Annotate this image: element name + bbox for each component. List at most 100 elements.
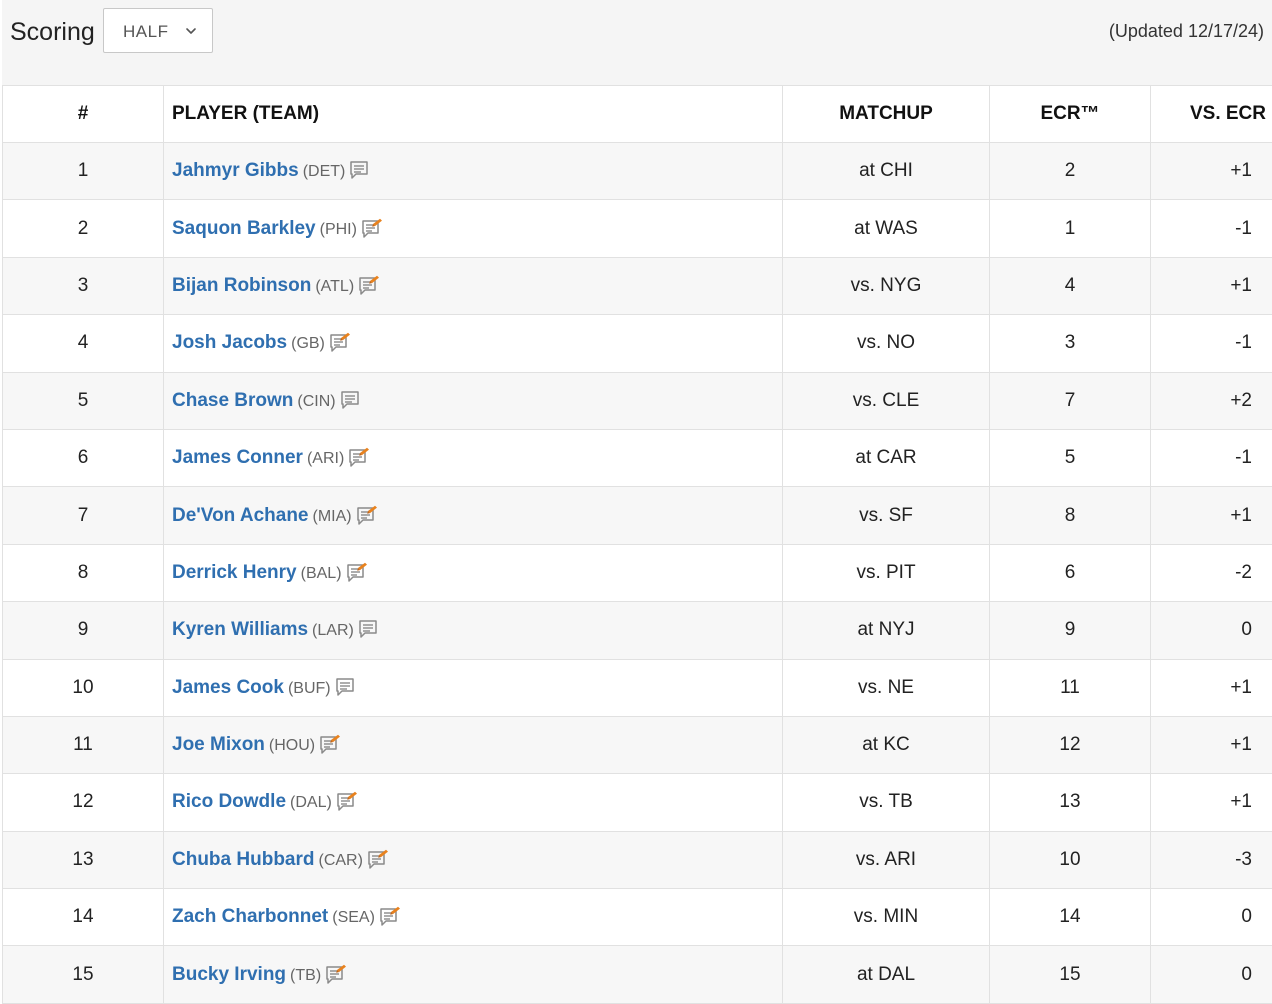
ecr-cell: 12: [990, 716, 1151, 773]
vs-ecr-cell: 0: [1151, 946, 1272, 1003]
ranking-toolbar: Scoring HALF (Updated 12/17/24): [2, 0, 1272, 86]
matchup-cell: at CAR: [783, 429, 990, 486]
player-cell: Jahmyr Gibbs(DET): [164, 143, 783, 200]
vs-ecr-cell: +1: [1151, 716, 1272, 773]
matchup-cell: at KC: [783, 716, 990, 773]
matchup-cell: vs. CLE: [783, 372, 990, 429]
player-link[interactable]: James Cook: [172, 677, 284, 698]
column-header-matchup[interactable]: MATCHUP: [783, 86, 990, 143]
ecr-cell: 5: [990, 429, 1151, 486]
note-icon[interactable]: [340, 390, 362, 410]
note-icon[interactable]: [349, 160, 371, 180]
player-team: (MIA): [313, 508, 352, 525]
vs-ecr-cell: -1: [1151, 429, 1272, 486]
rank-cell: 6: [3, 429, 164, 486]
player-cell: Kyren Williams(LAR): [164, 602, 783, 659]
player-team: (DAL): [290, 794, 332, 811]
player-team: (CAR): [319, 852, 363, 869]
vs-ecr-cell: 0: [1151, 602, 1272, 659]
player-link[interactable]: Bijan Robinson: [172, 275, 311, 296]
matchup-cell: vs. SF: [783, 487, 990, 544]
ecr-cell: 9: [990, 602, 1151, 659]
player-team: (TB): [290, 967, 321, 984]
ecr-cell: 4: [990, 257, 1151, 314]
vs-ecr-cell: -3: [1151, 831, 1272, 888]
player-team: (SEA): [332, 909, 375, 926]
ecr-cell: 1: [990, 200, 1151, 257]
ecr-cell: 13: [990, 774, 1151, 831]
new-note-icon[interactable]: [361, 218, 383, 238]
rank-cell: 9: [3, 602, 164, 659]
player-team: (BAL): [301, 565, 342, 582]
player-link[interactable]: Chase Brown: [172, 390, 293, 411]
new-note-icon[interactable]: [348, 447, 370, 467]
player-link[interactable]: James Conner: [172, 447, 303, 468]
column-header-vs-ecr[interactable]: VS. ECR: [1151, 86, 1272, 143]
new-note-icon[interactable]: [329, 332, 351, 352]
rank-cell: 13: [3, 831, 164, 888]
player-team: (CIN): [297, 393, 335, 410]
vs-ecr-cell: +1: [1151, 774, 1272, 831]
player-link[interactable]: Josh Jacobs: [172, 332, 287, 353]
new-note-icon[interactable]: [379, 906, 401, 926]
column-header-ecr[interactable]: ECR™: [990, 86, 1151, 143]
matchup-cell: vs. NE: [783, 659, 990, 716]
vs-ecr-cell: 0: [1151, 889, 1272, 946]
player-cell: Zach Charbonnet(SEA): [164, 889, 783, 946]
vs-ecr-cell: -2: [1151, 544, 1272, 601]
ecr-cell: 10: [990, 831, 1151, 888]
vs-ecr-cell: +1: [1151, 487, 1272, 544]
scoring-select-value: HALF: [123, 22, 168, 42]
new-note-icon[interactable]: [367, 849, 389, 869]
new-note-icon[interactable]: [319, 734, 341, 754]
player-cell: James Cook(BUF): [164, 659, 783, 716]
ecr-cell: 11: [990, 659, 1151, 716]
note-icon[interactable]: [335, 677, 357, 697]
rank-cell: 1: [3, 143, 164, 200]
new-note-icon[interactable]: [356, 505, 378, 525]
column-header-player[interactable]: PLAYER (TEAM): [164, 86, 783, 143]
player-link[interactable]: Chuba Hubbard: [172, 849, 315, 870]
player-team: (ARI): [307, 450, 344, 467]
player-link[interactable]: Joe Mixon: [172, 734, 265, 755]
matchup-cell: at DAL: [783, 946, 990, 1003]
player-link[interactable]: Rico Dowdle: [172, 791, 286, 812]
new-note-icon[interactable]: [346, 562, 368, 582]
rank-cell: 12: [3, 774, 164, 831]
rank-cell: 11: [3, 716, 164, 773]
player-link[interactable]: Kyren Williams: [172, 619, 308, 640]
player-link[interactable]: Saquon Barkley: [172, 218, 316, 239]
rank-cell: 2: [3, 200, 164, 257]
player-team: (HOU): [269, 737, 315, 754]
matchup-cell: vs. PIT: [783, 544, 990, 601]
player-link[interactable]: De'Von Achane: [172, 505, 309, 526]
player-cell: Bucky Irving(TB): [164, 946, 783, 1003]
player-cell: Derrick Henry(BAL): [164, 544, 783, 601]
player-link[interactable]: Jahmyr Gibbs: [172, 160, 299, 181]
player-link[interactable]: Zach Charbonnet: [172, 906, 328, 927]
scoring-select[interactable]: HALF: [103, 8, 213, 53]
matchup-cell: at NYJ: [783, 602, 990, 659]
updated-date: (Updated 12/17/24): [1109, 21, 1264, 42]
new-note-icon[interactable]: [336, 791, 358, 811]
player-link[interactable]: Bucky Irving: [172, 964, 286, 985]
player-link[interactable]: Derrick Henry: [172, 562, 297, 583]
new-note-icon[interactable]: [358, 275, 380, 295]
vs-ecr-cell: +2: [1151, 372, 1272, 429]
ecr-cell: 3: [990, 315, 1151, 372]
column-header-rank[interactable]: #: [3, 86, 164, 143]
ecr-cell: 14: [990, 889, 1151, 946]
note-icon[interactable]: [358, 619, 380, 639]
new-note-icon[interactable]: [325, 964, 347, 984]
table-header-row: # PLAYER (TEAM) MATCHUP ECR™ VS. ECR: [3, 86, 1272, 143]
player-team: (BUF): [288, 680, 331, 697]
vs-ecr-cell: -1: [1151, 200, 1272, 257]
player-cell: De'Von Achane(MIA): [164, 487, 783, 544]
